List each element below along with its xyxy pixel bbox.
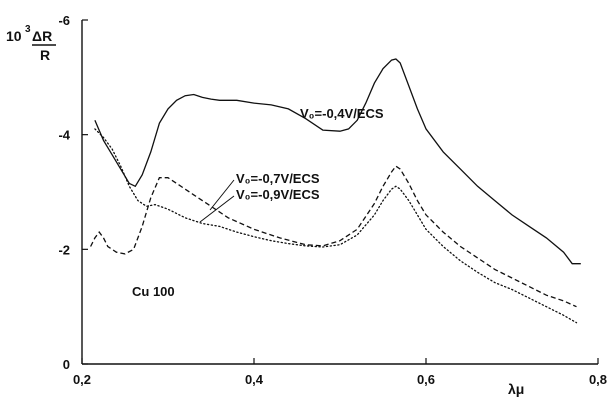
annotation-sample: Cu 100 <box>132 284 175 299</box>
ticks: 0,2 0,4 0,6 0,8 0 -2 -4 -6 <box>58 13 607 387</box>
x-axis-label: λμ <box>508 381 524 397</box>
x-tick-label: 0,4 <box>245 372 264 387</box>
pointer-v09 <box>199 195 235 223</box>
y-axis-label: 10 3 ΔR R <box>6 24 56 63</box>
x-tick-label: 0,2 <box>73 372 91 387</box>
curve-v09-dotted <box>94 128 578 324</box>
annotation-v04: V₀=-0,4V/ECS <box>300 106 384 121</box>
annotation-v07: V₀=-0,7V/ECS <box>236 171 320 186</box>
x-tick-label: 0,6 <box>417 372 435 387</box>
y-tick-label: -4 <box>58 128 70 143</box>
y-tick-label: 0 <box>63 357 70 372</box>
curve-v04-solid <box>94 58 581 265</box>
pointer-v07 <box>209 179 235 211</box>
y-tick-label: -6 <box>58 13 70 28</box>
axes <box>81 20 598 365</box>
y-label-numerator: ΔR <box>32 28 52 44</box>
y-tick-label: -2 <box>58 242 70 257</box>
y-label-exponent: 3 <box>25 24 31 35</box>
curve-v07-dashed <box>90 165 577 308</box>
annotation-v09: V₀=-0,9V/ECS <box>236 187 320 202</box>
curves <box>90 58 581 324</box>
y-label-prefix: 10 <box>6 28 22 44</box>
x-tick-label: 0,8 <box>589 372 607 387</box>
y-label-denominator: R <box>40 47 50 63</box>
